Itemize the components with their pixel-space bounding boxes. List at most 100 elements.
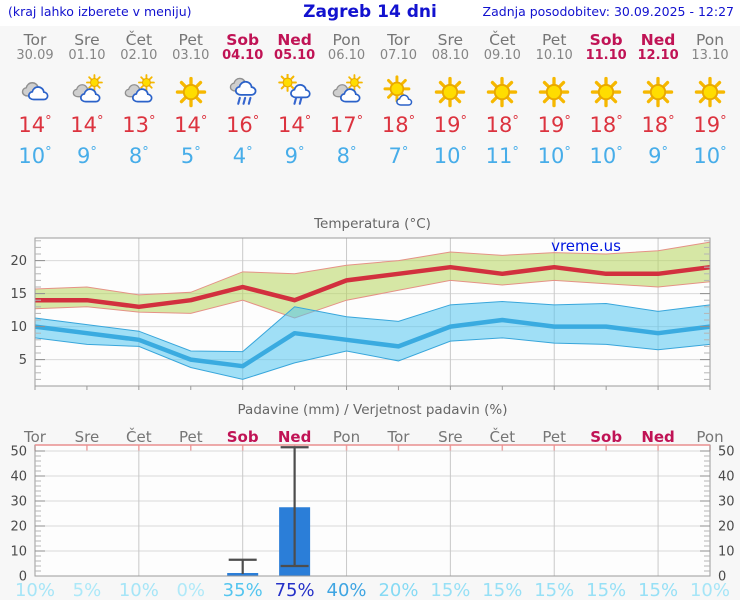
min-temp: 5° xyxy=(180,144,201,168)
max-temp: 19° xyxy=(537,113,571,137)
precip-probability-label: 15% xyxy=(534,580,574,600)
temp-axis-label: 10 xyxy=(10,320,27,335)
day-column-10.10: Pet 10.10 19° 10° xyxy=(527,25,581,174)
precip-probability-label: 10% xyxy=(15,580,55,600)
sunny-icon xyxy=(174,74,208,108)
max-temp: 18° xyxy=(485,113,519,137)
menu-hint: (kraj lahko izberete v meniju) xyxy=(8,4,192,19)
max-temp: 17° xyxy=(329,113,364,137)
day-name: Sob xyxy=(589,31,623,49)
min-temp: 8° xyxy=(336,144,357,168)
precip-axis-label-right: 20 xyxy=(718,520,735,535)
precip-axis-label-right: 30 xyxy=(718,495,735,510)
precip-probability-label: 10% xyxy=(690,580,730,600)
watermark-link[interactable]: vreme.us xyxy=(551,237,621,255)
sunny-icon xyxy=(433,74,467,108)
max-temp: 19° xyxy=(693,113,727,137)
day-date: 08.10 xyxy=(431,48,469,63)
day-date: 06.10 xyxy=(327,48,366,63)
min-temp: 10° xyxy=(537,144,571,168)
precip-probability-label: 15% xyxy=(482,580,522,600)
precip-axis-label-right: 40 xyxy=(718,470,735,485)
day-date: 04.10 xyxy=(222,48,264,63)
sunny-icon xyxy=(485,74,519,108)
day-column-13.10: Pon 13.10 19° 10° xyxy=(683,25,737,174)
max-temp: 16° xyxy=(226,113,260,137)
temperature-chart: 5 10 15 20 Temperatura (°C) vreme.us xyxy=(10,216,711,390)
precip-day-label: Tor xyxy=(23,428,47,446)
precip-day-label: Čet xyxy=(126,427,152,446)
day-date: 09.10 xyxy=(483,48,521,63)
page-title: Zagreb 14 dni xyxy=(303,2,437,22)
sun-cloud-icon xyxy=(330,74,364,108)
precip-probability-label: 15% xyxy=(430,580,470,600)
sun-rain-icon xyxy=(278,74,312,108)
precip-day-label: Pet xyxy=(179,428,203,446)
precip-axis-label-left: 0 xyxy=(19,570,27,585)
day-name: Pet xyxy=(542,31,567,49)
day-date: 02.10 xyxy=(120,48,158,63)
last-update: Zadnja posodobitev: 30.09.2025 - 12:27 xyxy=(482,4,734,19)
day-name: Pon xyxy=(332,31,361,49)
min-temp: 7° xyxy=(388,144,409,168)
day-column-01.10: Sre 01.10 14° 9° xyxy=(60,25,114,174)
sunny-icon xyxy=(589,74,623,108)
precip-day-label: Tor xyxy=(386,428,410,446)
day-date: 13.10 xyxy=(691,48,729,63)
precip-day-label: Ned xyxy=(641,428,674,446)
temp-axis-label: 20 xyxy=(10,254,27,269)
precip-probability-label: 5% xyxy=(73,580,102,600)
precip-probability-label: 0% xyxy=(176,580,205,600)
day-date: 11.10 xyxy=(585,48,627,63)
precip-axis-label-right: 50 xyxy=(718,445,735,460)
sun-small-cloud-icon xyxy=(381,74,415,108)
precip-day-label: Ned xyxy=(278,428,311,446)
precip-day-label: Sre xyxy=(75,428,100,446)
max-temp: 14° xyxy=(174,113,208,137)
max-temp: 14° xyxy=(18,113,52,137)
precip-axis-label-left: 10 xyxy=(10,545,27,560)
temp-axis-label: 5 xyxy=(19,353,27,368)
day-date: 05.10 xyxy=(274,48,316,63)
day-name: Tor xyxy=(23,31,47,49)
day-name: Sre xyxy=(74,31,100,49)
precip-axis-label-left: 20 xyxy=(10,520,27,535)
day-column-03.10: Pet 03.10 14° 5° xyxy=(164,25,218,174)
precip-bar xyxy=(227,573,259,576)
cloudy-icon xyxy=(18,74,52,108)
day-column-11.10: Sob 11.10 18° 10° xyxy=(579,25,633,174)
day-name: Čet xyxy=(489,31,516,49)
max-temp: 13° xyxy=(122,113,156,137)
day-column-08.10: Sre 08.10 19° 10° xyxy=(423,25,477,174)
day-name: Sob xyxy=(226,31,260,49)
rain-icon xyxy=(226,74,260,108)
precip-probability-label: 40% xyxy=(327,580,367,600)
precipitation-chart: 0 0 10 10 20 20 30 30 40 40 50 50 Padavine (mm) / Ve… xyxy=(10,402,735,600)
precip-axis-label-left: 50 xyxy=(10,445,27,460)
sunny-icon xyxy=(537,74,571,108)
max-temp: 18° xyxy=(589,113,623,137)
day-column-12.10: Ned 12.10 18° 9° xyxy=(631,25,685,174)
precip-axis-label-left: 40 xyxy=(10,470,27,485)
max-temp: 18° xyxy=(381,113,416,137)
sun-cloud-icon xyxy=(70,74,104,108)
sunny-icon xyxy=(693,74,727,108)
precip-axis-label-right: 10 xyxy=(718,545,735,560)
precip-day-label: Čet xyxy=(490,427,516,446)
precip-axis-label-left: 30 xyxy=(10,495,27,510)
day-column-04.10: Sob 04.10 16° 4° xyxy=(216,25,270,174)
max-temp: 14° xyxy=(70,113,104,137)
precip-day-label: Sre xyxy=(438,428,463,446)
temperature-chart-title: Temperatura (°C) xyxy=(313,216,431,232)
day-name: Ned xyxy=(640,31,676,49)
precip-day-label: Sob xyxy=(590,428,622,446)
day-date: 03.10 xyxy=(172,48,210,63)
min-temp: 10° xyxy=(589,144,623,168)
day-name: Pon xyxy=(695,31,725,49)
max-temp-line xyxy=(35,264,711,310)
day-name: Pet xyxy=(178,31,203,49)
day-column-30.09: Tor 30.09 14° 10° xyxy=(8,25,62,174)
min-temp: 9° xyxy=(648,144,668,168)
day-column-09.10: Čet 09.10 18° 11° xyxy=(475,25,529,174)
day-date: 01.10 xyxy=(68,48,106,63)
